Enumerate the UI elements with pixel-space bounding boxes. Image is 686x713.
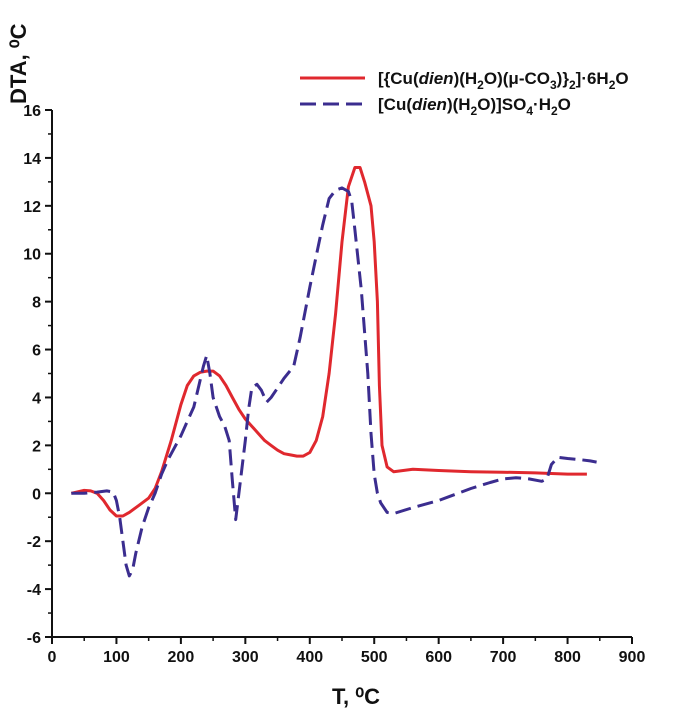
x-tick-label: 700 [490,649,517,666]
x-tick-label: 500 [361,649,388,666]
x-tick-label: 800 [554,649,581,666]
x-tick-label: 100 [103,649,130,666]
y-tick-label: 10 [23,247,41,264]
y-tick-label: 6 [32,343,41,360]
x-tick-label: 200 [168,649,195,666]
y-tick-label: -6 [27,630,41,647]
x-tick-label: 0 [48,649,57,666]
y-tick-label: 12 [23,199,41,216]
y-tick-label: 8 [32,295,41,312]
y-tick-label: 14 [23,151,41,168]
legend-label-2: [Cu(dien)(H2O)]SO4·H2O [378,95,571,118]
series-line-1 [70,166,587,518]
y-tick-label: -2 [27,534,41,551]
y-tick-label: 4 [32,390,41,407]
x-tick-label: 900 [619,649,646,666]
x-tick-label: 600 [425,649,452,666]
y-axis-title: DTA, ⁰C [6,23,31,104]
y-tick-label: 0 [32,486,41,503]
x-tick-label: 300 [232,649,259,666]
x-axis-title: T, ⁰C [332,684,380,709]
y-tick-label: 16 [23,103,41,120]
legend: [{Cu(dien)(H2O)(μ-CO3)}2]·6H2O [Cu(dien)(… [300,69,629,118]
x-tick-label: 400 [296,649,323,666]
axes: 0 100 200 300 400 500 600 700 800 900 -6 -4 -2 0 2 4 6 8 1… [23,103,645,666]
legend-label-1: [{Cu(dien)(H2O)(μ-CO3)}2]·6H2O [378,69,629,92]
plot-area [70,166,597,578]
y-tick-label: 2 [32,438,41,455]
series-line-2 [71,186,597,578]
y-tick-label: -4 [27,582,41,599]
